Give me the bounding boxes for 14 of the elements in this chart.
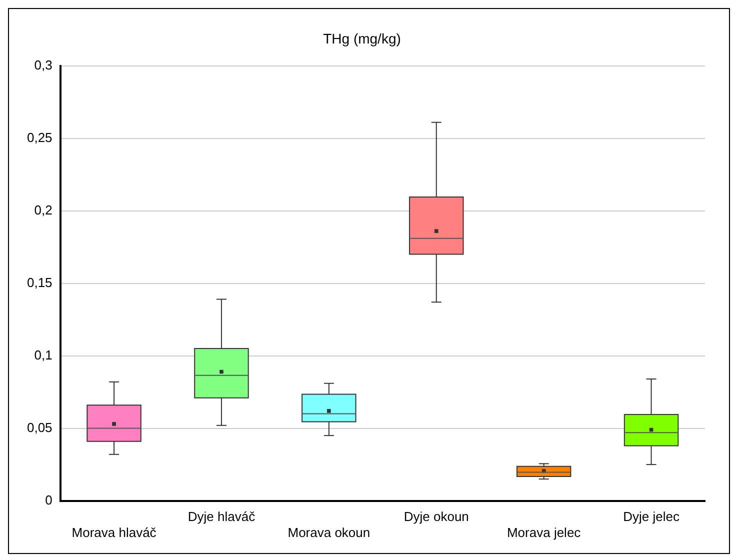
x-tick-label: Dyje hlaváč: [188, 509, 256, 524]
y-tick-label: 0: [45, 492, 52, 508]
y-tick-label: 0,2: [34, 202, 52, 218]
y-tick-label: 0,3: [34, 57, 52, 72]
x-tick-label: Morava hlaváč: [72, 524, 157, 540]
x-tick-label: Dyje jelec: [623, 509, 680, 524]
x-tick-label: Dyje okoun: [404, 509, 469, 524]
y-tick-label: 0,05: [26, 420, 52, 435]
y-tick-label: 0,1: [34, 347, 52, 362]
y-tick-label: 0,15: [26, 274, 52, 290]
x-tick-label: Morava jelec: [506, 524, 582, 540]
y-tick-label: 0,25: [26, 130, 52, 145]
x-tick-label: Morava okoun: [288, 524, 370, 540]
chart-title: THg (mg/kg): [323, 30, 401, 46]
